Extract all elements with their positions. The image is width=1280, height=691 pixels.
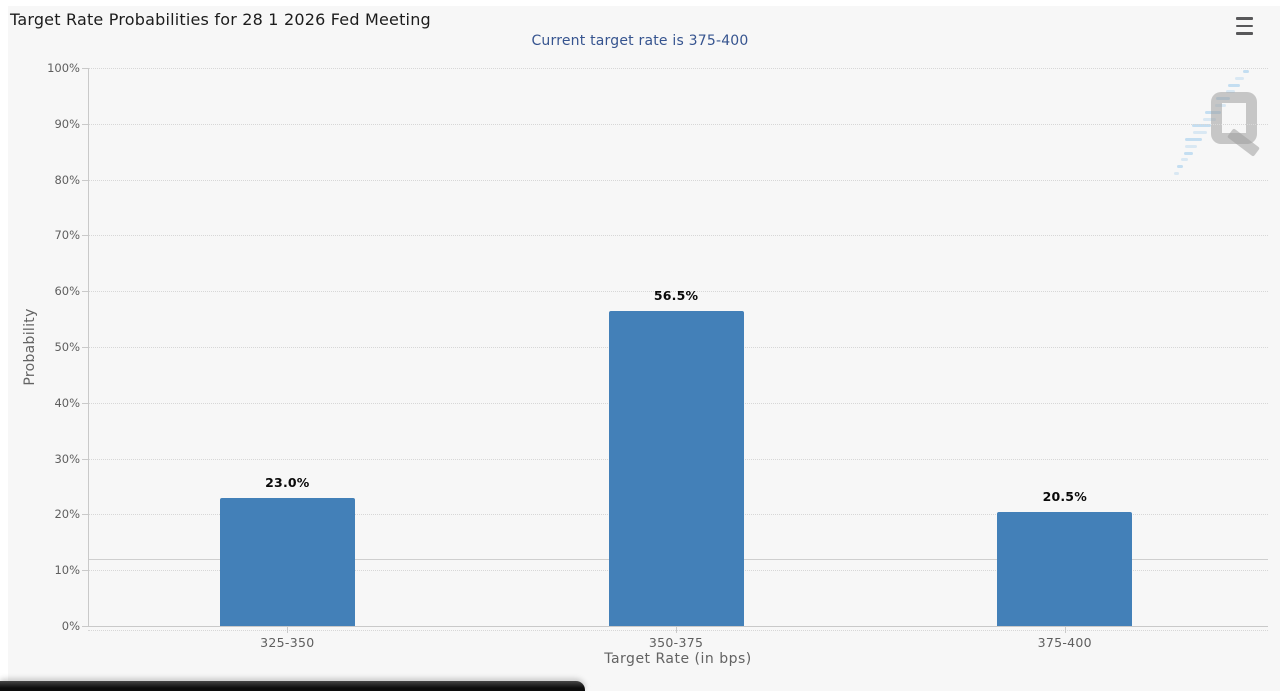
streak-dash: [1185, 144, 1198, 148]
streak-dash: [1192, 124, 1212, 128]
streak-dash: [1225, 90, 1235, 94]
y-gridline: [88, 179, 1268, 181]
y-axis-tick: [82, 347, 88, 348]
x-axis-tick: [676, 626, 678, 633]
y-axis-tick: [82, 626, 88, 627]
chart-bar-350-375[interactable]: [608, 310, 744, 626]
x-axis-tick: [287, 626, 289, 633]
y-axis-tick: [82, 235, 88, 237]
streak-dash: [1235, 76, 1245, 80]
y-gridline: [88, 291, 1268, 293]
streak-dash: [1192, 131, 1207, 135]
bar-value-label: 23.0%: [265, 474, 310, 490]
x-axis-label: 350-375: [648, 635, 704, 650]
chart-title: Target Rate Probabilities for 28 1 2026 …: [10, 10, 431, 29]
streak-dash: [1243, 70, 1249, 73]
y-axis-label: 80%: [54, 172, 80, 187]
y-gridline: [88, 123, 1268, 125]
y-axis-tick: [82, 514, 88, 516]
y-axis-label: 90%: [54, 116, 80, 131]
y-axis-tick: [82, 179, 88, 181]
chart-subtitle: Current target rate is 375-400: [531, 33, 749, 49]
y-axis-tick: [82, 402, 88, 404]
y-axis-label: 50%: [54, 340, 80, 354]
hamburger-menu-icon[interactable]: [1233, 14, 1259, 38]
y-axis-line: [88, 68, 89, 626]
y-axis-tick: [82, 68, 88, 69]
streak-dash: [1177, 165, 1184, 169]
streak-dash: [1180, 158, 1188, 162]
y-gridline: [88, 630, 1268, 631]
hamburger-bar: [1236, 24, 1253, 28]
y-axis-tick: [82, 291, 88, 293]
x-axis-title: Target Rate (in bps): [604, 651, 752, 667]
chart-bar-325-350[interactable]: [219, 497, 355, 626]
y-axis-tick: [82, 458, 88, 460]
y-axis-label: 60%: [54, 284, 80, 299]
x-axis-label: 325-350: [260, 635, 315, 650]
y-gridline: [88, 235, 1268, 237]
x-axis-label: 375-400: [1037, 635, 1092, 650]
streak-dash: [1227, 83, 1240, 87]
x-axis-tick: [1064, 626, 1066, 633]
streak-dash: [1173, 172, 1179, 175]
y-axis-label: 70%: [54, 228, 80, 243]
y-axis-label: 30%: [54, 451, 80, 466]
streak-dash: [1183, 151, 1193, 155]
y-axis-label: 100%: [47, 61, 80, 75]
bottom-dark-panel[interactable]: [0, 681, 585, 691]
chart-bar-375-400[interactable]: [997, 511, 1133, 626]
y-axis-label: 40%: [54, 395, 80, 410]
y-axis-label: 0%: [61, 619, 80, 633]
hamburger-bar: [1236, 32, 1253, 35]
y-axis-tick: [82, 123, 88, 125]
y-gridline: [88, 68, 1268, 69]
y-axis-tick: [82, 570, 88, 572]
streak-dash: [1203, 117, 1217, 121]
bar-value-label: 20.5%: [1042, 488, 1087, 504]
streak-dash: [1185, 138, 1202, 141]
y-axis-label: 20%: [54, 507, 80, 522]
hamburger-bar: [1236, 17, 1253, 20]
y-axis-label: 10%: [54, 563, 80, 578]
bar-value-label: 56.5%: [653, 287, 699, 303]
x-axis-line: [88, 626, 1268, 627]
